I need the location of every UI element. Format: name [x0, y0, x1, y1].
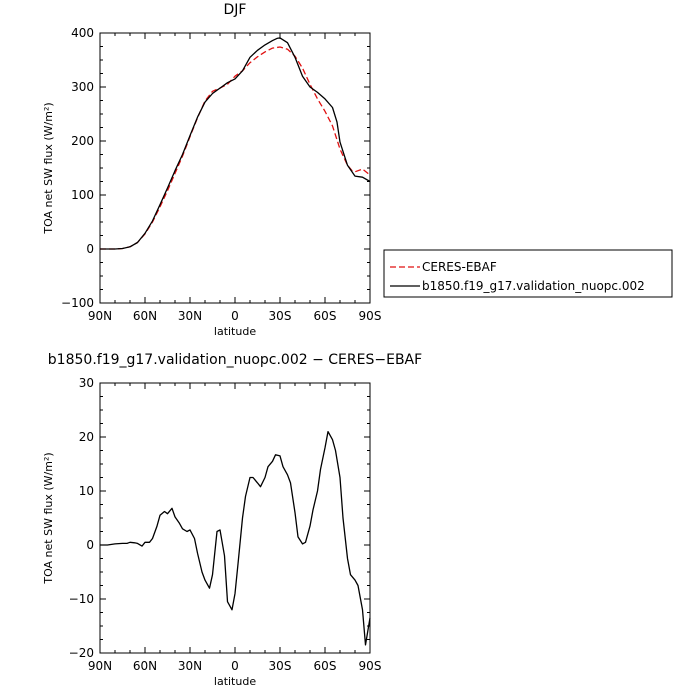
y-tick-label: 400 — [71, 26, 94, 40]
y-tick-label: −20 — [69, 646, 94, 660]
chart-title: b1850.f19_g17.validation_nuopc.002 − CER… — [48, 352, 422, 368]
y-tick-label: 10 — [79, 484, 94, 498]
legend-label: CERES-EBAF — [422, 260, 497, 274]
series-line-0 — [100, 430, 371, 646]
top-panel: DJF 90N 60N 30N 0 30S 60S 90S −100 0 100 200 300 400 l… — [42, 2, 381, 338]
x-tick-label: 90N — [88, 659, 112, 673]
bottom-panel: b1850.f19_g17.validation_nuopc.002 − CER… — [42, 352, 422, 688]
x-tick-label: 30N — [178, 309, 202, 323]
series-line-0 — [100, 46, 371, 250]
y-axis-label: TOA net SW flux (W/m²) — [42, 452, 55, 584]
y-tick-label: 20 — [79, 430, 94, 444]
x-tick-label: 30S — [269, 309, 292, 323]
plot-frame — [99, 382, 371, 654]
y-tick-label: 300 — [71, 80, 94, 94]
y-tick-label: 0 — [86, 538, 94, 552]
x-tick-label: 0 — [231, 659, 239, 673]
y-tick-label: −100 — [61, 296, 94, 310]
legend-box — [383, 249, 673, 298]
x-tick-label: 90S — [359, 659, 382, 673]
y-tick-label: −10 — [69, 592, 94, 606]
plot-frame — [99, 32, 371, 304]
x-tick-label: 60S — [314, 659, 337, 673]
y-tick-label: 0 — [86, 242, 94, 256]
x-tick-label: 0 — [231, 309, 239, 323]
chart-title: DJF — [224, 2, 247, 18]
y-tick-label: 30 — [79, 376, 94, 390]
x-tick-label: 90S — [359, 309, 382, 323]
x-tick-label: 30S — [269, 659, 292, 673]
series-line-1 — [100, 37, 371, 250]
x-tick-label: 60N — [133, 659, 157, 673]
x-tick-label: 60N — [133, 309, 157, 323]
y-axis-label: TOA net SW flux (W/m²) — [42, 102, 55, 234]
x-tick-label: 90N — [88, 309, 112, 323]
y-tick-label: 100 — [71, 188, 94, 202]
x-tick-label: 60S — [314, 309, 337, 323]
x-tick-label: 30N — [178, 659, 202, 673]
x-axis-label: latitude — [214, 325, 256, 338]
x-axis-label: latitude — [214, 675, 256, 688]
y-tick-label: 200 — [71, 134, 94, 148]
legend-label: b1850.f19_g17.validation_nuopc.002 — [422, 279, 645, 293]
legend: CERES-EBAF b1850.f19_g17.validation_nuopc… — [383, 249, 673, 298]
